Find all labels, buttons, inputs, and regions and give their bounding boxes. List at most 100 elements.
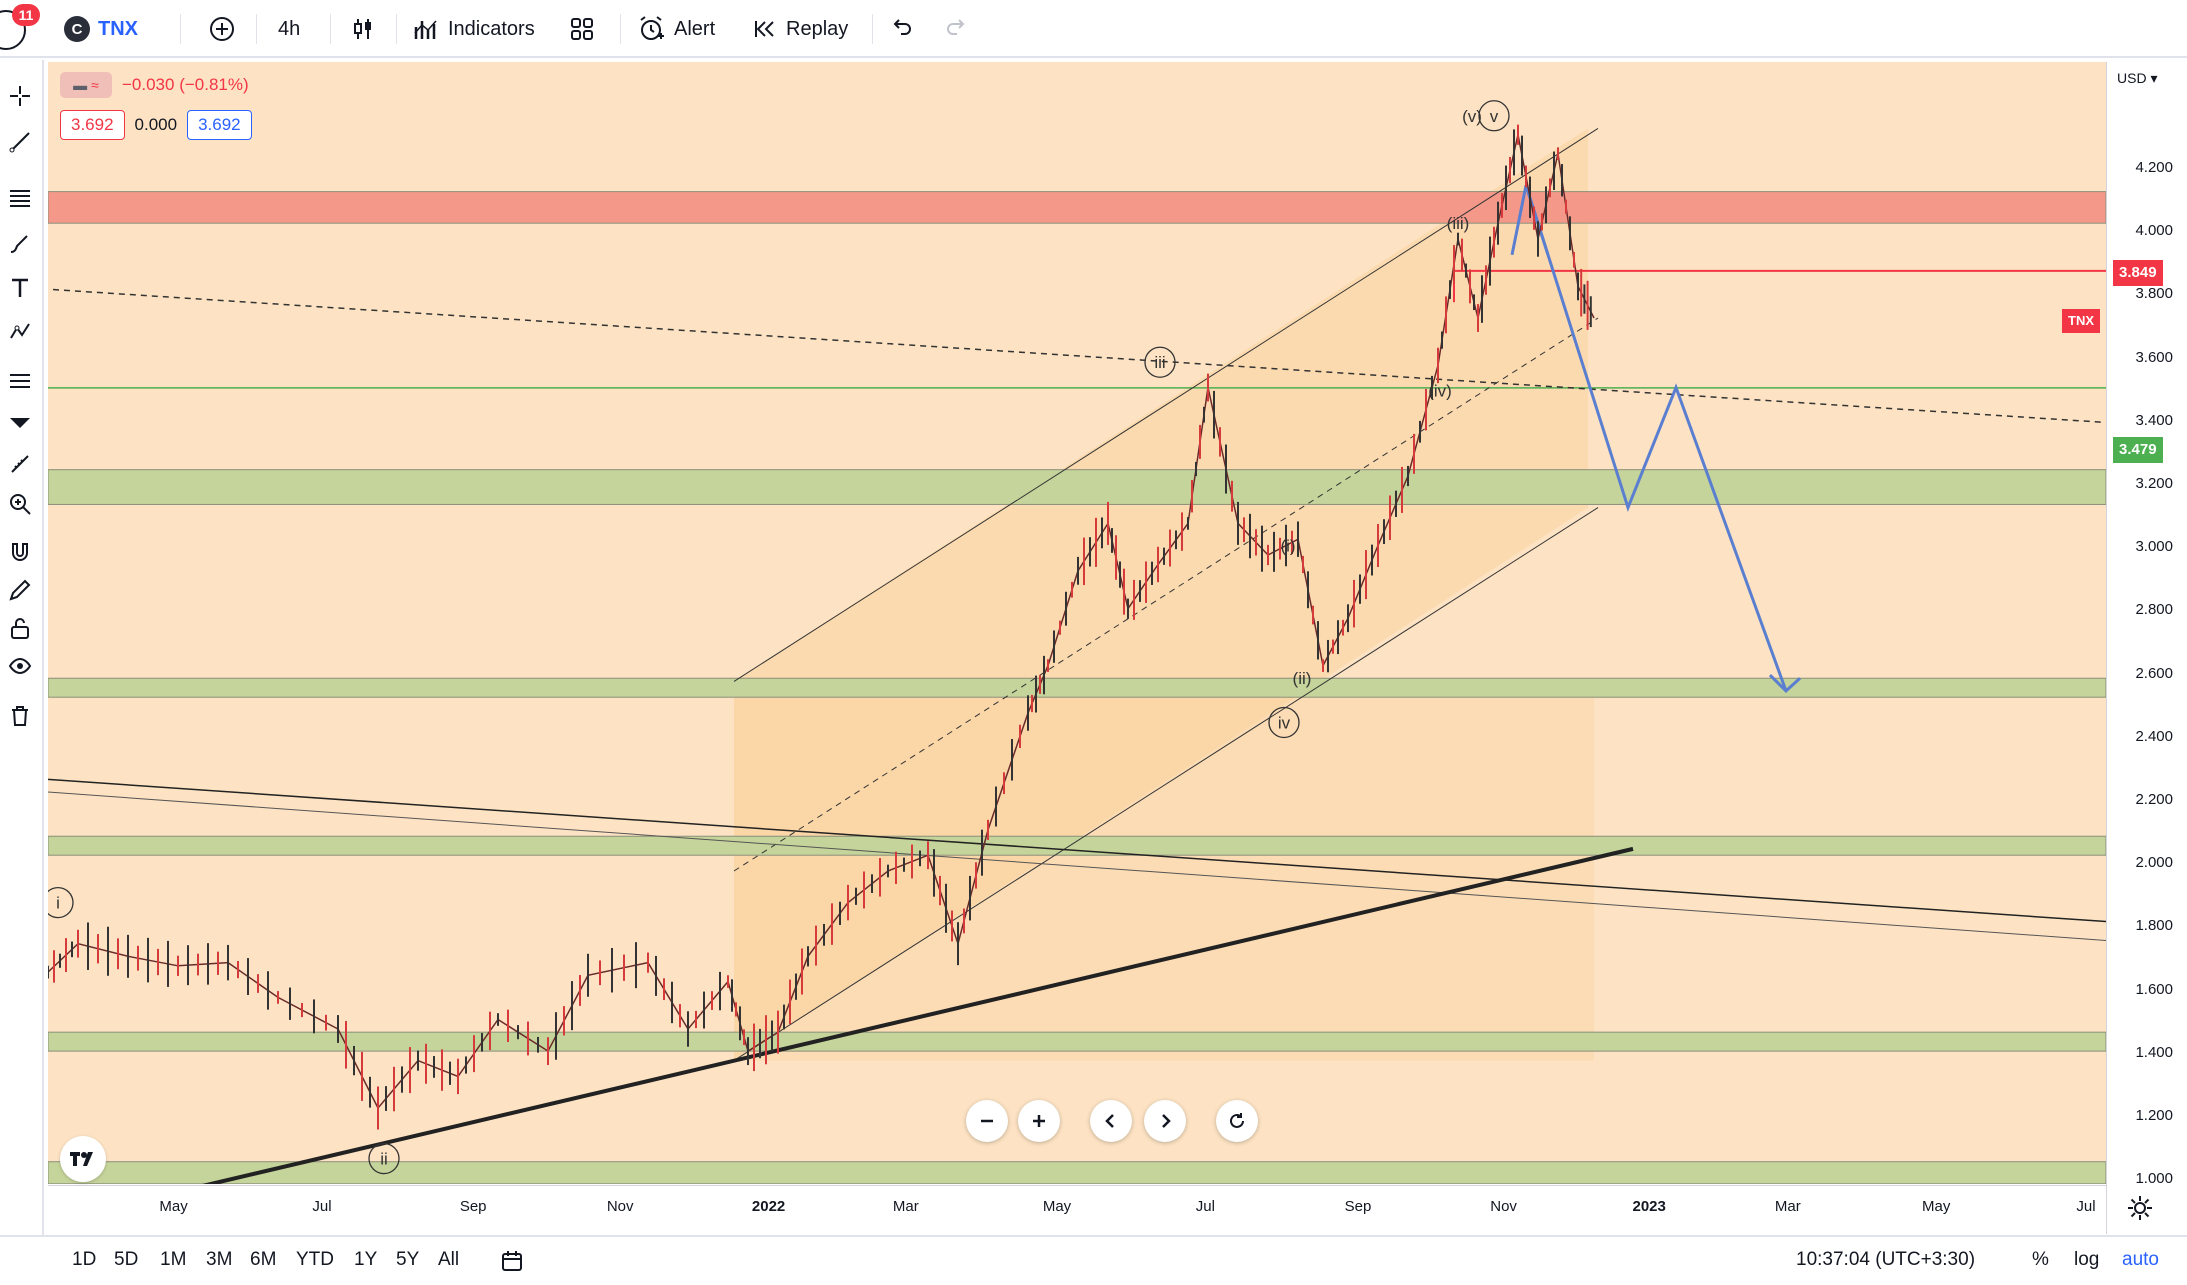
range-button-6m[interactable]: 6M	[250, 1249, 277, 1270]
undo-icon	[893, 19, 911, 35]
stay-drawing-tool[interactable]	[0, 570, 40, 610]
zoom-out-button[interactable]	[966, 1100, 1008, 1142]
price-tick: 1.200	[2135, 1107, 2173, 1124]
symbol-search[interactable]: C TNX	[56, 10, 146, 48]
percent-toggle[interactable]: %	[2032, 1249, 2049, 1270]
indicators-button[interactable]: Indicators	[404, 10, 543, 48]
projection-arrowhead	[1768, 674, 1802, 693]
zoom-in-button[interactable]	[1018, 1100, 1060, 1142]
chart-settings-button[interactable]	[2126, 1194, 2154, 1227]
minus-icon: ▬	[73, 77, 88, 93]
price-tick: 1.600	[2135, 980, 2173, 998]
refresh-icon	[1230, 1113, 1244, 1128]
time-tick: 2022	[751, 1198, 786, 1215]
remove-tool[interactable]	[0, 696, 40, 736]
crosshair-tool[interactable]	[0, 76, 40, 116]
undo-button[interactable]	[880, 10, 922, 48]
level-price-label: 3.479	[2113, 437, 2163, 463]
lock-tool[interactable]	[0, 608, 40, 648]
price-tick: 1.800	[2135, 917, 2173, 935]
range-button-1d[interactable]: 1D	[72, 1249, 97, 1270]
channel-lower-line	[733, 507, 1599, 1062]
redo-icon	[947, 19, 965, 35]
fib-tool[interactable]	[0, 178, 40, 218]
chart-type-button[interactable]	[342, 10, 384, 48]
indicators-label: Indicators	[448, 17, 535, 40]
scroll-left-button[interactable]	[1090, 1100, 1132, 1142]
price-tick: 3.600	[2135, 348, 2173, 366]
reset-chart-button[interactable]	[1216, 1100, 1258, 1142]
fib-retracement-icon	[10, 190, 30, 207]
price-tick: 2.200	[2135, 791, 2173, 808]
time-tick: Mar	[892, 1198, 919, 1215]
shapes-tool[interactable]	[0, 402, 40, 442]
clock[interactable]: 10:37:04 (UTC+3:30)	[1796, 1249, 1976, 1270]
chart-pane[interactable]: (v) v (iii) iii (iv) (i) (ii) iv i ii	[48, 62, 2187, 1234]
interval-button[interactable]: 4h	[270, 10, 308, 48]
range-button-all[interactable]: All	[438, 1249, 460, 1270]
trend-line-icon	[9, 132, 30, 153]
currency-selector[interactable]: USD ▾	[2117, 70, 2157, 87]
log-toggle[interactable]: log	[2074, 1249, 2100, 1270]
time-axis[interactable]: May Jul Sep Nov 2022 Mar May Jul Sep Nov 2023 Mar Ma…	[48, 1185, 2106, 1235]
redo-button[interactable]	[936, 10, 978, 48]
price-tick: 4.000	[2135, 222, 2173, 240]
replay-button[interactable]: Replay	[744, 10, 856, 48]
wave-label-iii-paren: (iii)	[1447, 214, 1470, 233]
wave-label-ii: ii	[380, 1150, 388, 1169]
divider	[256, 14, 257, 44]
time-tick: Nov	[606, 1198, 634, 1215]
time-tick: Jul	[1195, 1198, 1215, 1215]
replay-label: Replay	[786, 17, 849, 40]
price-tick: 1.400	[2135, 1043, 2173, 1061]
price-tick: 3.000	[2135, 538, 2173, 556]
legend-toggle[interactable]: ▬ ≈	[60, 72, 112, 98]
lock-icon	[11, 618, 29, 639]
layouts-button[interactable]	[560, 10, 604, 48]
pencil-lock-icon	[9, 579, 31, 601]
zoom-in-icon	[10, 494, 31, 515]
range-button-3m[interactable]: 3M	[206, 1249, 233, 1270]
trendline-tool[interactable]	[0, 122, 40, 162]
wave-label-iv: iv	[1278, 713, 1291, 732]
range-button-5d[interactable]: 5D	[114, 1249, 139, 1270]
wave-label-v-paren: (v)	[1462, 107, 1482, 126]
wave-label-iii-circle	[1144, 346, 1176, 378]
time-tick: Jul	[2076, 1198, 2096, 1215]
ruler-icon	[11, 455, 29, 473]
crosshair-icon	[10, 86, 30, 106]
time-tick: Sep	[459, 1198, 487, 1215]
range-button-1m[interactable]: 1M	[160, 1249, 187, 1270]
price-tick: 2.600	[2135, 664, 2173, 682]
measure-tool[interactable]	[0, 444, 40, 484]
symbol-name: TNX	[98, 17, 138, 40]
magnet-tool[interactable]	[0, 532, 40, 572]
time-tick: Jul	[312, 1198, 332, 1215]
date-range-button[interactable]	[500, 1249, 526, 1279]
sell-price[interactable]: 3.692	[60, 110, 125, 140]
time-tick: Sep	[1344, 1198, 1372, 1215]
chevron-left-icon	[1105, 1114, 1114, 1128]
range-button-1y[interactable]: 1Y	[354, 1249, 378, 1270]
visibility-tool[interactable]	[0, 646, 40, 686]
tradingview-logo[interactable]	[60, 1136, 106, 1182]
range-button-ytd[interactable]: YTD	[296, 1249, 334, 1270]
pattern-tool[interactable]	[0, 312, 40, 352]
text-tool[interactable]	[0, 268, 40, 308]
range-button-5y[interactable]: 5Y	[396, 1249, 420, 1270]
support-zone-green	[48, 835, 2106, 856]
brush-tool[interactable]	[0, 224, 40, 264]
prediction-tool[interactable]	[0, 360, 40, 400]
price-tick: 3.400	[2135, 411, 2173, 429]
alert-button[interactable]: Alert	[628, 10, 723, 48]
price-axis[interactable]: USD ▾ 4.200 4.000 3.800 3.600 3.400 3.200 3.00…	[2106, 62, 2187, 1234]
support-zone-green	[48, 469, 2106, 505]
auto-toggle[interactable]: auto	[2122, 1249, 2159, 1270]
zoom-tool[interactable]	[0, 484, 40, 524]
compare-button[interactable]	[200, 10, 244, 48]
scroll-right-button[interactable]	[1144, 1100, 1186, 1142]
pattern-icon	[10, 323, 30, 339]
calendar-icon	[502, 1251, 522, 1271]
buy-price[interactable]: 3.692	[187, 110, 252, 140]
